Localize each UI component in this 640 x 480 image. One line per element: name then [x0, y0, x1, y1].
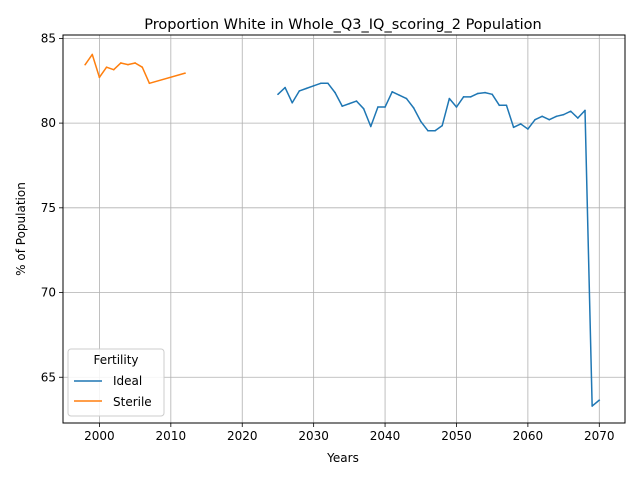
data-point-ideal: [312, 85, 315, 87]
data-point-ideal: [519, 123, 522, 125]
data-point-ideal: [384, 106, 386, 108]
data-point-ideal: [477, 92, 479, 95]
x-tick-label: 2050: [441, 429, 472, 443]
data-point-sterile: [112, 68, 115, 71]
data-point-ideal: [491, 93, 493, 96]
data-point-sterile: [91, 53, 94, 56]
y-tick-label: 65: [41, 370, 56, 384]
data-point-sterile: [84, 63, 86, 66]
y-tick-label: 75: [41, 201, 56, 215]
x-tick-label: 2010: [156, 429, 187, 443]
data-point-ideal: [469, 96, 472, 98]
x-tick-label: 2000: [84, 429, 115, 443]
data-point-ideal: [434, 129, 436, 132]
data-point-ideal: [419, 120, 422, 123]
x-axis-label: Years: [326, 451, 359, 465]
data-point-ideal: [298, 90, 301, 92]
data-point-ideal: [548, 118, 551, 121]
x-tick-label: 2040: [370, 429, 401, 443]
y-axis-label: % of Population: [14, 182, 28, 276]
data-point-sterile: [98, 76, 101, 79]
data-point-sterile: [148, 82, 151, 85]
data-point-ideal: [555, 115, 558, 118]
legend-title: Fertility: [93, 353, 138, 367]
data-point-ideal: [305, 87, 308, 90]
y-tick-label: 80: [41, 116, 56, 130]
data-point-sterile: [141, 66, 144, 68]
data-point-ideal: [584, 109, 586, 112]
data-point-ideal: [391, 90, 394, 93]
data-point-ideal: [498, 104, 501, 107]
legend-label-ideal: Ideal: [113, 374, 142, 388]
data-point-ideal: [577, 117, 579, 119]
data-point-ideal: [569, 110, 572, 113]
series-line-sterile: [84, 53, 186, 85]
data-point-sterile: [134, 62, 136, 64]
data-point-ideal: [462, 96, 465, 98]
data-point-ideal: [512, 126, 515, 129]
data-point-ideal: [277, 93, 279, 96]
x-tick-label: 2060: [513, 429, 544, 443]
legend-box: [67, 348, 165, 417]
data-point-ideal: [598, 399, 601, 401]
data-point-ideal: [405, 97, 408, 100]
data-point-sterile: [120, 62, 122, 64]
data-point-ideal: [427, 129, 429, 132]
data-point-ideal: [527, 128, 529, 130]
data-point-ideal: [534, 118, 536, 121]
x-axis: 2000 2010 2020 2030 2040 2050 2060 2070: [84, 423, 615, 443]
data-point-ideal: [327, 82, 329, 85]
data-point-sterile: [105, 66, 108, 68]
data-point-ideal: [355, 100, 358, 102]
y-tick-label: 70: [41, 286, 56, 300]
x-tick-label: 2070: [584, 429, 615, 443]
grid-lines: [63, 35, 625, 423]
data-point-ideal: [341, 105, 344, 107]
y-axis: 65 70 75 80 85: [41, 31, 63, 384]
series-layer: [84, 53, 601, 407]
data-point-ideal: [362, 107, 365, 110]
data-point-ideal: [377, 106, 379, 108]
data-point-ideal: [348, 102, 351, 105]
data-point-ideal: [541, 115, 543, 118]
y-tick-label: 85: [41, 31, 56, 45]
series-line-ideal: [277, 82, 600, 407]
chart-title: Proportion White in Whole_Q3_IQ_scoring_…: [144, 17, 542, 33]
data-point-ideal: [448, 97, 451, 100]
data-point-sterile: [127, 63, 129, 66]
data-point-ideal: [319, 82, 322, 85]
data-point-ideal: [441, 124, 443, 127]
data-point-ideal: [505, 104, 508, 107]
data-point-sterile: [184, 72, 186, 74]
legend-label-sterile: Sterile: [113, 395, 152, 409]
data-point-ideal: [484, 91, 486, 94]
data-point-ideal: [369, 125, 372, 128]
x-tick-label: 2020: [227, 429, 258, 443]
data-point-ideal: [398, 94, 401, 96]
x-tick-label: 2030: [298, 429, 329, 443]
data-point-ideal: [562, 113, 565, 116]
data-point-ideal: [455, 106, 458, 108]
data-point-ideal: [412, 107, 415, 109]
plot-frame: [62, 34, 626, 424]
data-point-ideal: [284, 86, 286, 89]
legend: Fertility Ideal Sterile: [67, 348, 165, 417]
data-point-ideal: [291, 101, 294, 104]
data-point-ideal: [334, 91, 336, 94]
data-point-ideal: [591, 405, 593, 407]
